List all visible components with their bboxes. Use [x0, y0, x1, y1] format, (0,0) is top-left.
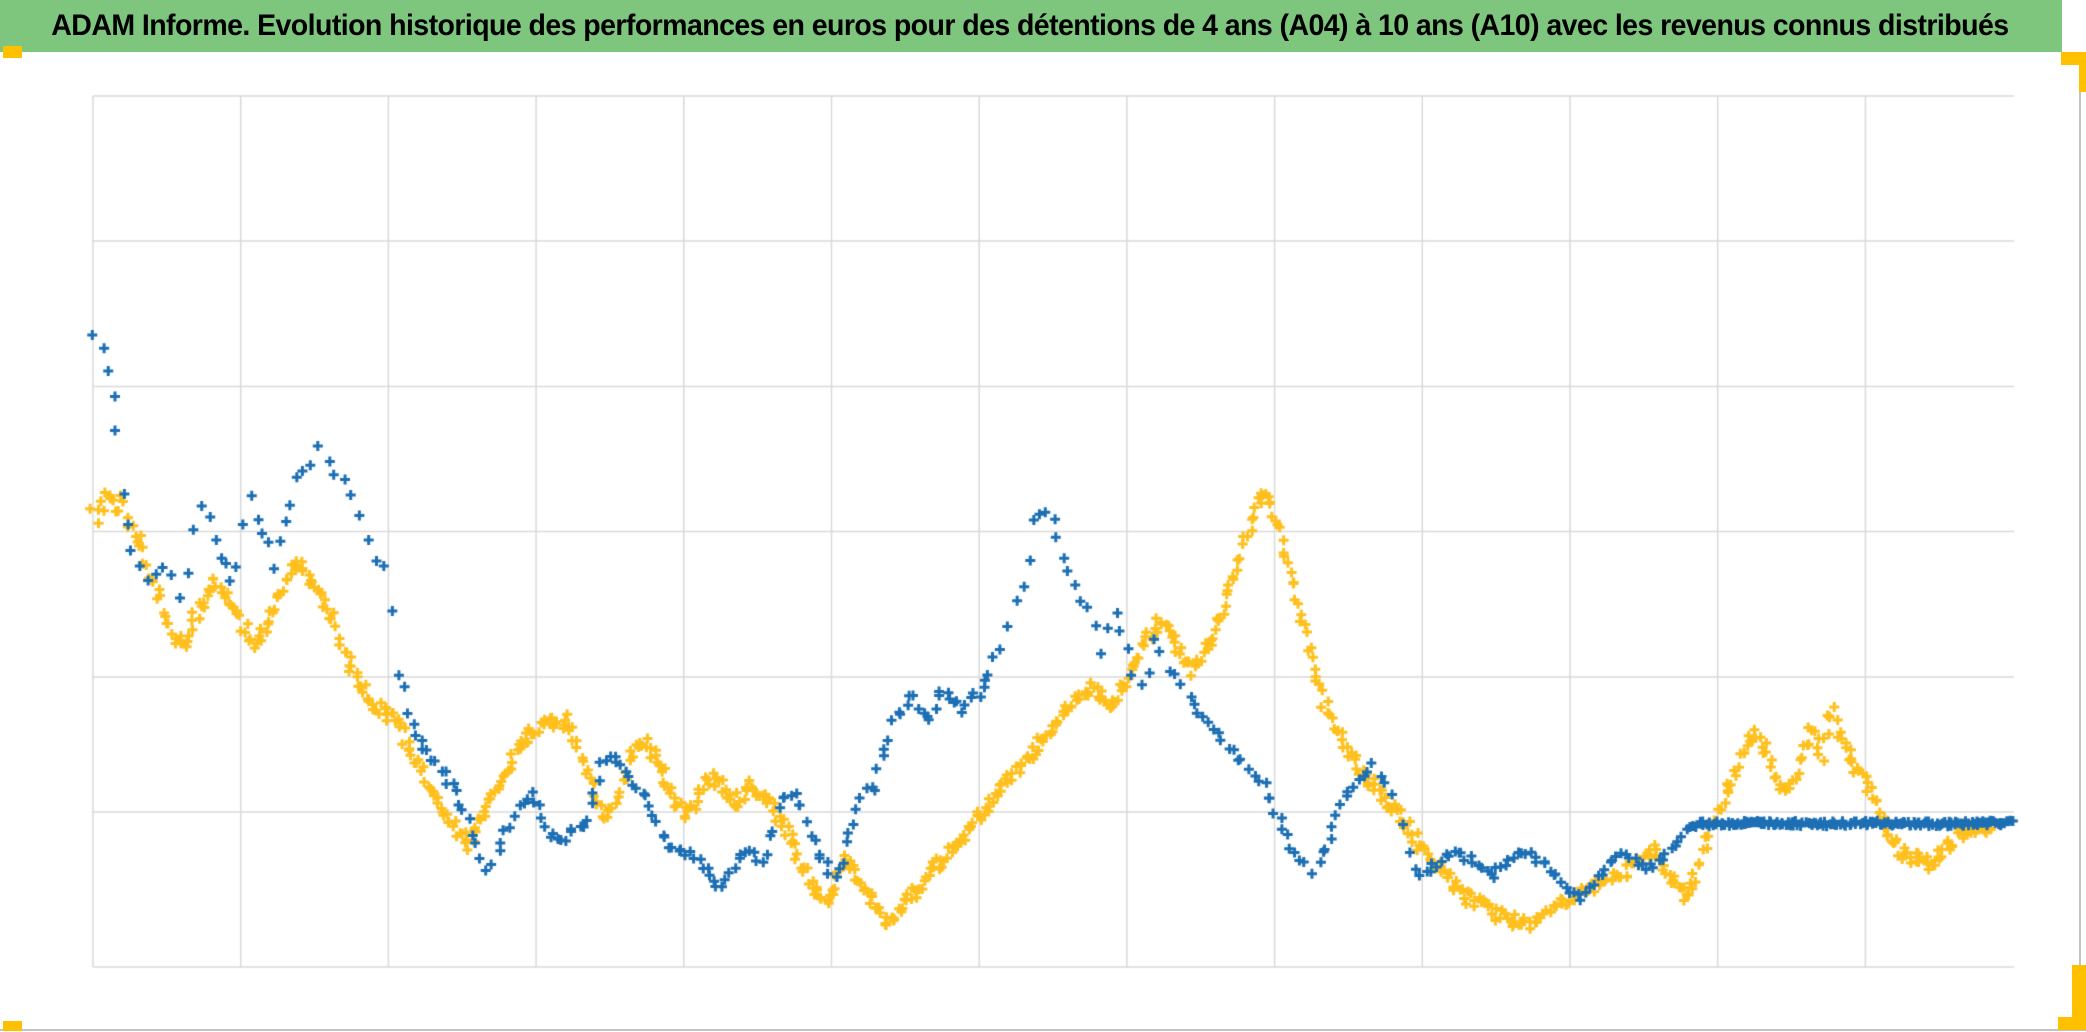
page-edge-right — [2079, 63, 2081, 1030]
corner-accent-bottom-right-h — [2058, 1017, 2086, 1030]
corner-accent-bottom-left — [3, 1021, 22, 1031]
page-edge-bottom — [0, 1029, 2086, 1031]
corner-accent-bottom-right-v — [2072, 965, 2086, 1023]
corner-accent-top-right-v — [2079, 52, 2086, 92]
corner-accent-top-left — [3, 46, 22, 58]
